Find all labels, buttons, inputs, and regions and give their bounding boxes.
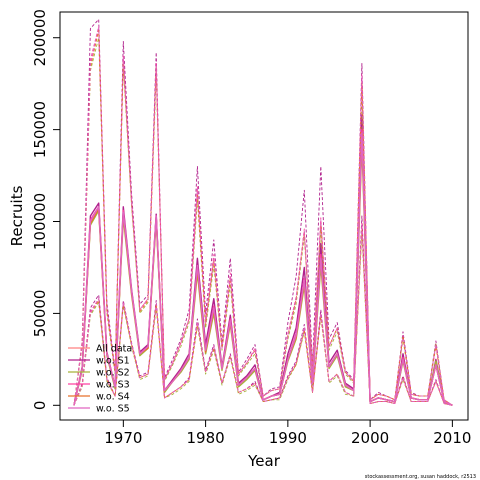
x-tick-label: 1980 [187, 429, 225, 447]
legend-label: w.o. S3 [96, 380, 130, 391]
x-tick-label: 1990 [269, 429, 307, 447]
y-axis-title: Recruits [8, 185, 26, 246]
y-tick-label: 200000 [31, 9, 49, 66]
legend-label: w.o. S5 [96, 404, 130, 415]
series-6-median-line [73, 132, 453, 406]
y-tick-label: 100000 [31, 193, 49, 250]
legend-label: w.o. S2 [96, 368, 130, 379]
series-2-lower-line [73, 215, 453, 406]
legend-label: All data [96, 344, 132, 355]
series-3-lower-line [73, 232, 453, 406]
legend-label: w.o. S1 [96, 356, 130, 367]
y-tick-label: 0 [31, 401, 49, 411]
x-tick-label: 1970 [104, 429, 142, 447]
x-tick-label: 2000 [351, 429, 389, 447]
x-tick-label: 2010 [433, 429, 471, 447]
x-axis: 1970 1980 1990 2000 2010 [104, 419, 471, 447]
series-5-lower-line [73, 226, 453, 406]
legend-label: w.o. S4 [96, 392, 130, 403]
y-tick-label: 150000 [31, 101, 49, 158]
y-axis: 0 50000 100000 150000 200000 [31, 9, 61, 411]
series-2-median-line [73, 114, 453, 406]
series-1-median-line [73, 132, 453, 406]
series-layer [73, 18, 453, 406]
credit-text: stockassessment.org, susan haddock, r251… [365, 474, 476, 480]
series-6-lower-line [73, 224, 453, 406]
series-1-lower-line [73, 224, 453, 406]
y-tick-label: 50000 [31, 290, 49, 338]
series-4-lower-line [73, 222, 453, 406]
series-6-upper-line [73, 26, 453, 406]
x-axis-title: Year [247, 452, 281, 470]
